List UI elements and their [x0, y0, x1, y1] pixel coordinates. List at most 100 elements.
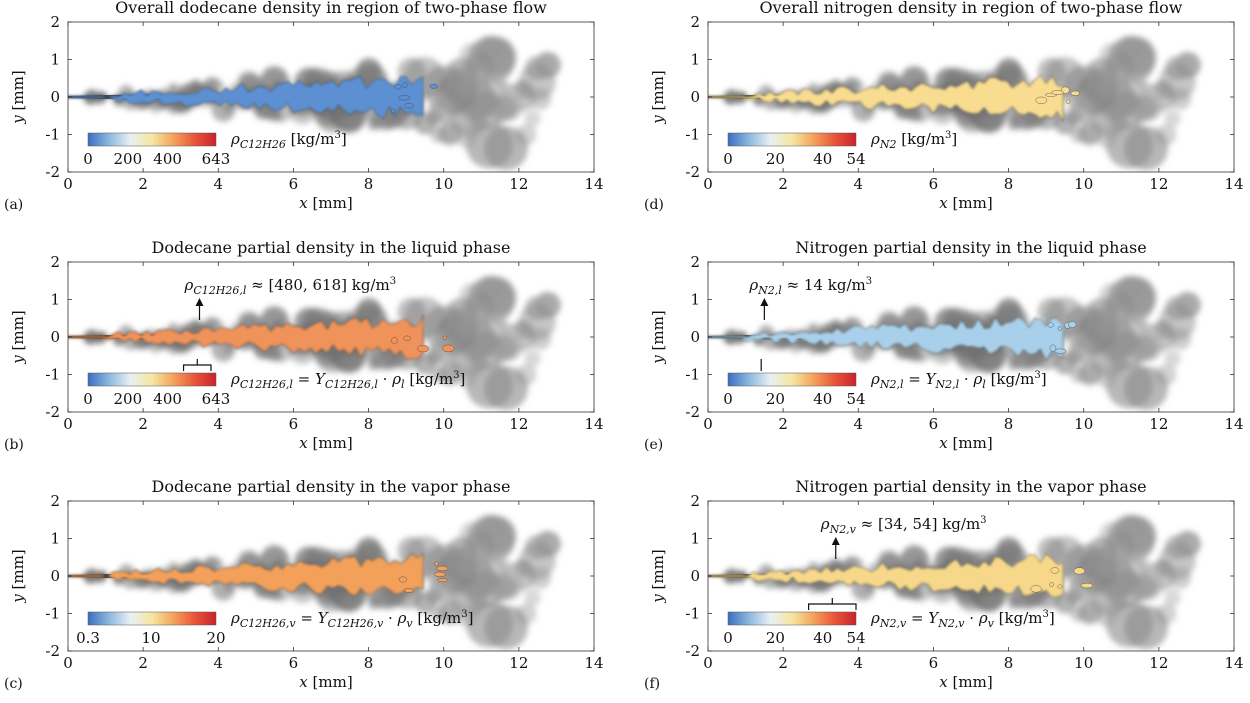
gas-blob	[1164, 589, 1182, 607]
panel-letter: (a)	[4, 197, 23, 213]
label-fragment: 3	[334, 130, 340, 141]
axis-unit: [mm]	[953, 434, 993, 452]
droplet	[394, 84, 402, 90]
gas-blob	[1068, 96, 1095, 123]
x-tick-label: 0	[703, 654, 713, 672]
colorbar-label: ρC12H26 [kg/m3]	[230, 130, 347, 151]
gas-blob	[1136, 558, 1152, 574]
gas-blob	[1107, 92, 1145, 130]
label-fragment: [kg/m	[413, 609, 462, 627]
gas-blob	[1096, 82, 1114, 99]
label-fragment: ]	[460, 370, 466, 388]
droplet	[1030, 585, 1042, 593]
axis-unit: [mm]	[313, 673, 353, 691]
x-tick-label: 4	[214, 175, 224, 193]
axis-unit: [mm]	[313, 434, 353, 452]
colorbar-tick-label: 20	[766, 150, 785, 168]
colorbar	[727, 611, 857, 626]
colorbar-tick-label: 20	[206, 629, 225, 647]
y-tick-label: 0	[690, 567, 700, 585]
x-tick-label: 2	[778, 175, 788, 193]
label-fragment: C12H26,v	[328, 617, 385, 630]
colorbar-tick-label: 10	[141, 629, 160, 647]
y-tick-label: -1	[45, 605, 60, 623]
colorbar-tick-label: 400	[153, 390, 182, 408]
gas-blob	[1096, 366, 1118, 389]
gas-blob	[496, 319, 512, 335]
droplet	[1080, 583, 1093, 589]
colorbar	[87, 372, 217, 387]
droplet	[436, 565, 449, 572]
axis-unit: [mm]	[649, 549, 667, 589]
liquid-core-region	[68, 314, 424, 360]
x-tick-label: 6	[289, 415, 299, 433]
gas-blob	[467, 92, 505, 130]
x-tick-label: 2	[138, 175, 148, 193]
label-fragment: ρ	[978, 609, 988, 627]
label-fragment: =	[906, 609, 928, 627]
gas-blob	[1084, 537, 1117, 570]
label-fragment: ρ	[391, 370, 401, 388]
colorbar-label: ρC12H26,l = YC12H26,l · ρl [kg/m3]	[230, 370, 465, 391]
label-fragment: [kg/m	[986, 370, 1035, 388]
x-axis-label: x [mm]	[299, 673, 352, 691]
droplet	[1049, 344, 1057, 352]
y-tick-label: 2	[50, 13, 60, 31]
y-tick-label: 1	[50, 530, 60, 548]
colorbar-tick-label: 0	[83, 390, 93, 408]
label-fragment: N2,v	[879, 617, 907, 630]
label-fragment: ρ	[230, 609, 240, 627]
label-fragment: N2,l	[879, 378, 904, 391]
label-fragment: ρ	[748, 276, 758, 294]
label-fragment: N2,l	[757, 284, 782, 297]
colorbar-label: ρN2 [kg/m3]	[870, 130, 957, 151]
label-fragment: ]	[341, 130, 347, 148]
x-tick-label: 2	[138, 415, 148, 433]
y-tick-label: -1	[685, 366, 700, 384]
panel-title: Nitrogen partial density in the vapor ph…	[795, 477, 1146, 496]
droplet	[1035, 96, 1048, 104]
label-fragment: ·	[383, 609, 397, 627]
axis-symbol: x	[939, 673, 952, 691]
gas-blob	[467, 571, 505, 609]
label-fragment: =	[903, 370, 925, 388]
gas-blob	[438, 127, 456, 145]
gas-blob	[518, 303, 556, 341]
axis-unit: [mm]	[313, 194, 353, 212]
x-tick-label: 10	[1074, 415, 1093, 433]
label-fragment: ≈ [480, 618] kg/m	[246, 276, 389, 294]
label-fragment: l	[401, 378, 405, 391]
gas-blob	[1037, 57, 1066, 87]
x-axis-label: x [mm]	[939, 194, 992, 212]
gas-blob	[1158, 542, 1196, 580]
jet-field	[708, 35, 1201, 171]
gas-blob	[456, 366, 478, 389]
droplet	[1057, 584, 1063, 589]
y-tick-label: 2	[690, 253, 700, 271]
label-fragment: ρ	[870, 370, 880, 388]
gas-blob	[467, 332, 505, 370]
gas-blob	[1136, 79, 1152, 95]
y-axis-label: y [mm]	[649, 310, 667, 364]
x-tick-label: 12	[1149, 175, 1168, 193]
y-tick-label: -1	[685, 605, 700, 623]
gas-blob	[1136, 319, 1152, 335]
y-tick-label: 2	[50, 492, 60, 510]
droplet	[404, 103, 414, 109]
axis-symbol: y	[9, 350, 27, 364]
label-fragment: C12H26,l	[240, 378, 294, 391]
label-fragment: ρ	[820, 515, 830, 533]
x-tick-label: 12	[1149, 654, 1168, 672]
droplet	[429, 83, 438, 89]
label-fragment: ]	[468, 609, 474, 627]
x-tick-label: 14	[584, 415, 603, 433]
colorbar	[727, 372, 857, 387]
droplet	[402, 81, 408, 88]
gas-blob	[484, 605, 529, 650]
label-fragment: ·	[959, 370, 973, 388]
colorbar-tick-label: 40	[813, 629, 832, 647]
label-fragment: C12H26,l	[325, 378, 379, 391]
panel-letter: (e)	[644, 437, 663, 453]
label-fragment: ]	[951, 130, 957, 148]
